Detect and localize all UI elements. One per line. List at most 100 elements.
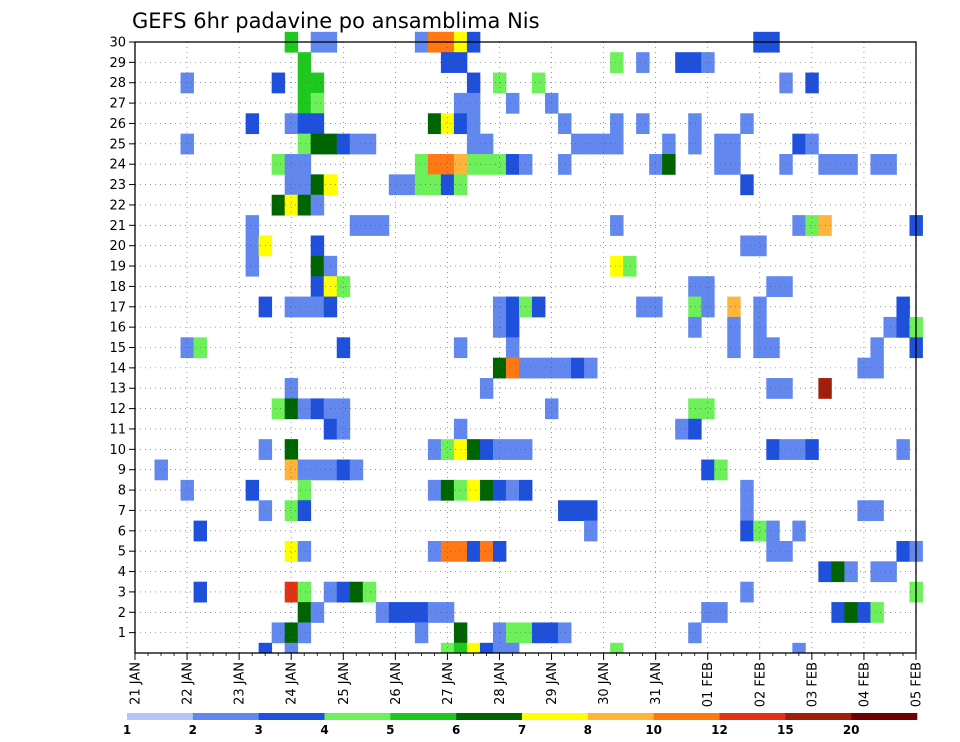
heatmap-cell [805, 133, 819, 155]
heatmap-cell [440, 154, 455, 175]
heatmap-cell [284, 154, 299, 175]
heatmap-cell [532, 622, 546, 644]
heatmap-cell [297, 72, 312, 94]
y-tick-label: 5 [118, 545, 126, 560]
heatmap-cell [688, 133, 702, 155]
heatmap-cell [466, 540, 481, 562]
colorbar-segment [324, 713, 391, 720]
heatmap-cell [779, 439, 793, 460]
heatmap-cell [466, 92, 481, 114]
heatmap-cell [727, 133, 741, 155]
colorbar-label: 8 [584, 723, 592, 737]
heatmap-cell [571, 500, 585, 522]
heatmap-cell [362, 215, 377, 236]
heatmap-cell [297, 113, 312, 135]
heatmap-cell [896, 439, 910, 460]
y-tick-label: 4 [118, 565, 126, 580]
heatmap-cell [766, 276, 780, 297]
heatmap-cell [297, 52, 312, 73]
heatmap-cell [779, 378, 793, 399]
heatmap-cell [284, 500, 299, 522]
y-tick-label: 9 [118, 463, 126, 478]
heatmap-cell [597, 133, 611, 155]
heatmap-cell [297, 479, 312, 501]
x-tick-label: 23 JAN [233, 662, 248, 705]
heatmap-cell [245, 235, 260, 257]
heatmap-cell [271, 398, 286, 420]
heatmap-cell [779, 276, 793, 297]
x-tick-label: 24 JAN [285, 662, 300, 705]
heatmap-cell [610, 215, 624, 236]
heatmap-cell [310, 174, 325, 196]
heatmap-cell [362, 581, 377, 603]
heatmap-cell [427, 154, 442, 175]
heatmap-cell [297, 622, 312, 644]
heatmap-cell [610, 113, 624, 135]
heatmap-cell [401, 174, 416, 196]
x-tick-label: 02 FEB [753, 662, 768, 707]
heatmap-cell [688, 622, 702, 644]
heatmap-cell [740, 235, 754, 257]
colorbar-segment [851, 713, 918, 720]
colorbar-label: 12 [711, 723, 728, 737]
heatmap-cell [271, 154, 286, 175]
heatmap-cell [740, 479, 754, 501]
heatmap-cell [831, 602, 845, 623]
y-tick-label: 25 [109, 137, 126, 152]
heatmap-cell [440, 479, 455, 501]
heatmap-cell [831, 154, 845, 175]
colorbar-label: 2 [189, 723, 197, 737]
heatmap-cell [284, 540, 299, 562]
colorbar-segment [785, 713, 852, 720]
heatmap-cell [492, 540, 507, 562]
heatmap-cell [479, 133, 494, 155]
y-tick-label: 14 [109, 361, 126, 376]
y-tick-label: 8 [118, 484, 126, 499]
heatmap-cell [558, 113, 572, 135]
x-tick-label: 27 JAN [441, 662, 456, 705]
heatmap-cell [310, 92, 325, 114]
heatmap-cell [466, 133, 481, 155]
heatmap-cell [545, 398, 559, 420]
heatmap-cell [844, 154, 858, 175]
y-tick-label: 26 [109, 117, 126, 132]
y-tick-label: 7 [118, 504, 126, 519]
heatmap-cell [545, 357, 559, 379]
heatmap-cell [180, 479, 194, 501]
heatmap-cell [740, 113, 754, 135]
heatmap-cell [727, 316, 741, 338]
heatmap-cell [297, 602, 312, 623]
heatmap-cell [610, 133, 624, 155]
x-tick-label: 26 JAN [389, 662, 404, 705]
heatmap-cell [310, 459, 325, 481]
heatmap-cell [727, 154, 741, 175]
chart-title: GEFS 6hr padavine po ansamblima Nis [132, 9, 540, 33]
heatmap-cell [297, 296, 312, 318]
heatmap-cell [505, 479, 520, 501]
heatmap-cell [440, 540, 455, 562]
y-tick-label: 3 [118, 585, 126, 600]
heatmap-cell [284, 113, 299, 135]
heatmap-cell [349, 459, 364, 481]
heatmap-cell [740, 581, 754, 603]
heatmap-cell [701, 398, 715, 420]
heatmap-cell [414, 602, 429, 623]
heatmap-cell [870, 154, 884, 175]
heatmap-cell [492, 296, 507, 318]
heatmap-cell [284, 194, 299, 216]
heatmap-cell [857, 500, 871, 522]
heatmap-cell [701, 276, 715, 297]
heatmap-cell [870, 337, 884, 359]
heatmap-cell [636, 296, 650, 318]
heatmap-cell [414, 174, 429, 196]
y-tick-label: 15 [109, 341, 126, 356]
y-tick-label: 17 [109, 300, 126, 315]
y-tick-label: 1 [118, 626, 126, 641]
heatmap-cell [479, 154, 494, 175]
heatmap-cell [636, 52, 650, 73]
colorbar-label: 7 [518, 723, 526, 737]
heatmap-cell [271, 72, 286, 94]
heatmap-cell [505, 316, 520, 338]
heatmap-cell [766, 337, 780, 359]
heatmap-cell [505, 154, 520, 175]
